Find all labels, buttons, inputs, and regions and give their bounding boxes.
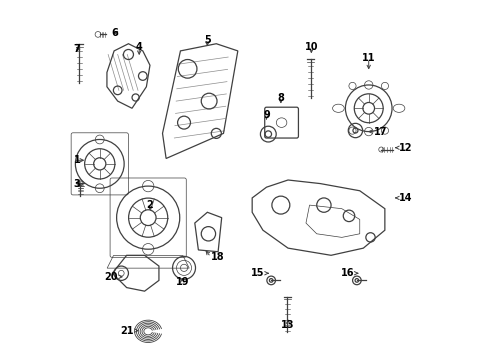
Text: 10: 10 [305, 42, 318, 52]
Text: 16: 16 [341, 268, 354, 278]
Text: 8: 8 [277, 93, 284, 103]
Text: 4: 4 [136, 42, 143, 52]
Text: 13: 13 [281, 320, 295, 330]
Text: 6: 6 [111, 28, 118, 38]
Text: 11: 11 [362, 53, 375, 63]
Text: 3: 3 [74, 179, 80, 189]
Text: 21: 21 [121, 325, 134, 336]
Text: 9: 9 [263, 111, 270, 121]
Text: 7: 7 [74, 44, 80, 54]
Text: 12: 12 [399, 143, 413, 153]
Text: 20: 20 [104, 272, 118, 282]
Text: 2: 2 [147, 200, 153, 210]
Text: 14: 14 [399, 193, 413, 203]
Text: 15: 15 [251, 268, 265, 278]
Text: 5: 5 [204, 35, 211, 45]
Text: 17: 17 [374, 127, 388, 136]
Text: 19: 19 [175, 277, 189, 287]
Text: 1: 1 [74, 155, 80, 165]
Text: 18: 18 [211, 252, 224, 262]
